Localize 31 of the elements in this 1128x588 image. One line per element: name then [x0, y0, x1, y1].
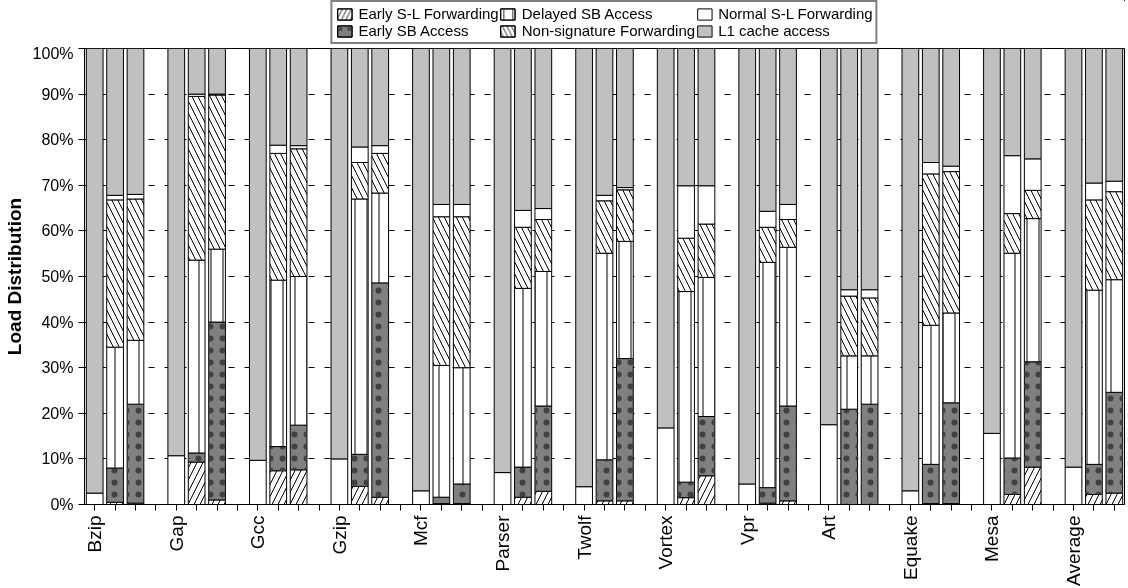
y-tick-label: 80%	[41, 131, 74, 149]
x-tick-label: Parser	[492, 514, 514, 572]
legend-label: Delayed SB Access	[521, 5, 653, 22]
y-tick-label: 60%	[41, 222, 74, 240]
x-tick-label: Gcc	[247, 515, 269, 550]
y-tick-label: 70%	[41, 176, 74, 194]
y-tick-label: 40%	[41, 313, 74, 331]
y-tick-label: 50%	[41, 268, 74, 285]
y-tick-label: 0%	[50, 496, 74, 513]
legend-label: L1 cache access	[718, 22, 830, 39]
y-axis-title: Load Distribution	[3, 197, 25, 356]
y-tick-label: 100%	[32, 44, 74, 62]
x-tick-label: Mcf	[410, 514, 432, 547]
y-tick-label: 30%	[41, 359, 74, 377]
y-tick-label: 90%	[41, 85, 74, 103]
legend-label: Non-signature Forwarding	[521, 22, 696, 39]
x-tick-label: Gzip	[328, 515, 350, 555]
x-tick-label: Equake	[899, 515, 921, 580]
x-tick-label: Vortex	[655, 515, 677, 570]
x-tick-label: Average	[1063, 515, 1085, 586]
x-tick-label: Vpr	[736, 514, 758, 546]
x-tick-label: Gap	[165, 515, 187, 552]
y-tick-label: 20%	[41, 404, 74, 422]
x-tick-label: Mesa	[981, 515, 1003, 562]
x-tick-label: Bzip	[84, 515, 106, 553]
legend-label: Early SB Access	[358, 22, 469, 39]
legend-label: Early S-L Forwarding	[358, 5, 499, 22]
legend-label: Normal S-L Forwarding	[718, 5, 873, 22]
x-tick-label: Twolf	[573, 514, 595, 560]
y-tick-label: 10%	[41, 450, 74, 468]
x-tick-label: Art	[818, 514, 840, 540]
